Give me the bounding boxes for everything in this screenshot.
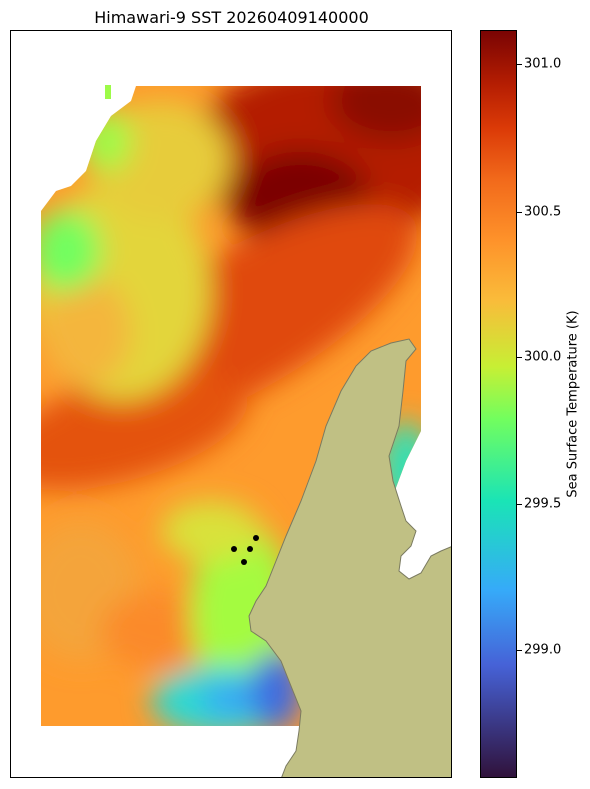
colorbar-tick-label: 300.5: [524, 204, 562, 220]
colorbar-tick: [517, 504, 522, 505]
colorbar-tick: [517, 357, 522, 358]
colorbar-tick: [517, 650, 522, 651]
colorbar-label: Sea Surface Temperature (K): [565, 310, 581, 498]
sst-map-svg: [41, 85, 451, 777]
station-point: [231, 546, 237, 552]
sst-field: [41, 86, 421, 726]
map-title: Himawari-9 SST 20260409140000: [94, 8, 369, 27]
station-point: [241, 559, 247, 565]
map-panel: [10, 30, 452, 778]
colorbar-tick-label: 299.0: [524, 642, 562, 658]
land-peninsula: [248, 338, 451, 777]
station-point: [253, 535, 259, 541]
colorbar-tick-label: 299.5: [524, 496, 562, 512]
colorbar: [480, 30, 517, 778]
sst-fragment: [105, 85, 111, 99]
colorbar-tick-label: 300.0: [524, 349, 562, 365]
colorbar-tick: [517, 64, 522, 65]
colorbar-tick: [517, 212, 522, 213]
colorbar-tick-label: 301.0: [524, 56, 562, 72]
station-point: [247, 546, 253, 552]
